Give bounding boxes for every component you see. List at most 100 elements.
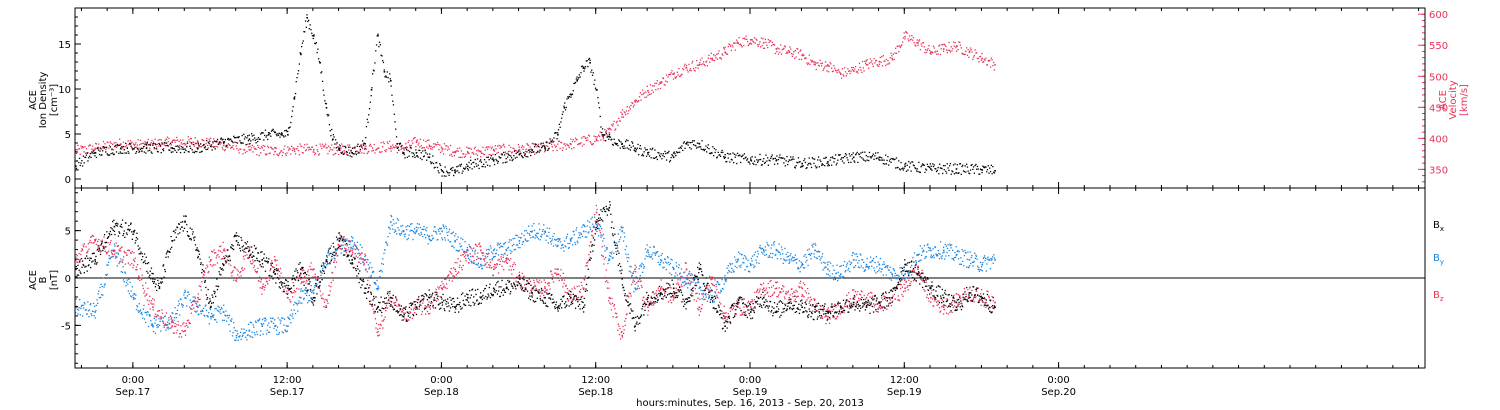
by-point: [655, 252, 657, 255]
by-point: [640, 266, 643, 268]
by-point: [647, 255, 649, 258]
velocity-point: [743, 44, 745, 47]
density-point: [382, 60, 384, 62]
by-point: [804, 267, 806, 269]
by-point: [126, 279, 128, 281]
density-point: [473, 161, 475, 164]
density-point: [200, 151, 202, 153]
density-point: [455, 170, 457, 172]
density-point: [741, 155, 743, 157]
by-point: [659, 261, 662, 264]
density-point: [939, 167, 942, 169]
velocity-point: [625, 113, 627, 116]
by-point: [540, 236, 543, 238]
density-point: [881, 157, 883, 159]
by-point: [138, 303, 140, 305]
velocity-point: [878, 65, 880, 67]
velocity-point: [702, 61, 705, 63]
by-point: [202, 310, 204, 312]
bz-point: [255, 270, 257, 273]
by-point: [83, 302, 85, 304]
density-point: [808, 157, 810, 159]
velocity-point: [974, 49, 976, 51]
bz-point: [135, 269, 137, 271]
bz-point: [357, 253, 359, 255]
velocity-point: [324, 145, 326, 147]
bz-point: [494, 267, 496, 269]
density-point: [714, 151, 716, 154]
density-point: [884, 163, 886, 165]
velocity-point: [405, 143, 407, 145]
bz-point: [220, 258, 223, 260]
velocity-point: [783, 45, 786, 47]
density-point: [993, 171, 995, 173]
velocity-point: [641, 94, 643, 96]
by-point: [518, 242, 521, 244]
by-point: [546, 227, 548, 229]
by-point: [797, 267, 799, 270]
by-point: [145, 321, 147, 324]
velocity-point: [916, 39, 918, 41]
density-point: [973, 172, 975, 174]
velocity-point: [383, 142, 385, 145]
by-point: [855, 259, 857, 261]
by-point: [638, 268, 640, 270]
bz-point: [401, 308, 404, 310]
density-point: [186, 146, 188, 148]
velocity-point: [836, 72, 838, 74]
bz-point: [305, 279, 308, 281]
velocity-point: [883, 60, 885, 62]
by-point: [805, 261, 807, 263]
by-point: [800, 266, 802, 268]
velocity-point: [260, 152, 262, 154]
by-point: [97, 293, 99, 295]
bz-point: [197, 301, 199, 303]
by-point: [173, 317, 176, 319]
velocity-point: [474, 146, 476, 148]
velocity-point: [934, 51, 936, 53]
by-point: [738, 251, 740, 253]
velocity-point: [225, 145, 227, 147]
bz-point: [355, 248, 357, 251]
by-point: [965, 252, 967, 254]
density-point: [932, 165, 935, 168]
density-point: [623, 145, 625, 147]
density-point: [159, 143, 161, 145]
by-point: [434, 226, 436, 228]
bz-point: [329, 290, 331, 292]
bz-point: [216, 262, 219, 264]
density-point: [88, 155, 91, 157]
density-point: [130, 145, 132, 147]
velocity-point: [125, 144, 128, 146]
bz-point: [203, 274, 205, 276]
density-point: [347, 154, 349, 156]
bz-point: [346, 254, 349, 256]
velocity-point: [215, 145, 217, 148]
by-point: [141, 311, 143, 314]
by-point: [360, 257, 362, 259]
by-point: [557, 240, 559, 243]
by-point: [609, 252, 611, 254]
bz-point: [123, 256, 125, 258]
velocity-point: [418, 142, 420, 144]
by-point: [962, 260, 964, 262]
density-point: [747, 161, 749, 163]
by-point: [662, 262, 665, 264]
density-point: [75, 167, 78, 170]
density-point: [183, 151, 186, 153]
density-point: [240, 142, 242, 144]
density-point: [783, 158, 786, 160]
by-point: [503, 242, 505, 245]
velocity-point: [416, 139, 418, 141]
by-point: [454, 240, 456, 242]
density-point: [598, 107, 601, 109]
by-point: [602, 240, 604, 242]
density-point: [759, 153, 761, 156]
velocity-point: [975, 52, 977, 54]
velocity-point: [473, 153, 475, 155]
density-point: [827, 163, 830, 165]
density-point: [469, 166, 471, 169]
density-point: [919, 171, 921, 174]
bz-point: [327, 302, 329, 305]
bz-point: [105, 252, 107, 254]
